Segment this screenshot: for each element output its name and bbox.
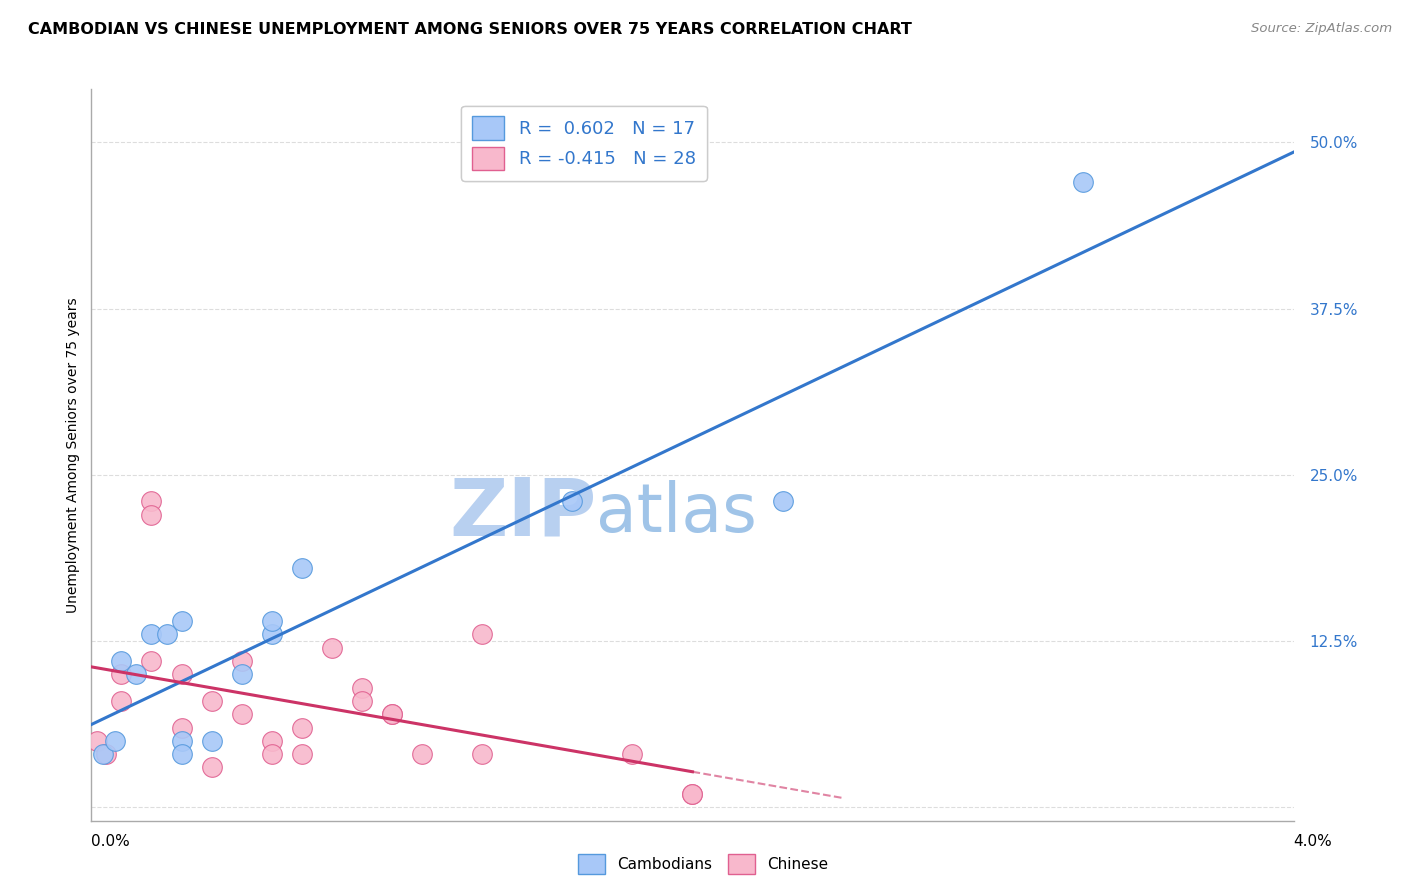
Point	[621, 747, 644, 761]
Point	[93, 747, 115, 761]
Legend: Cambodians, Chinese: Cambodians, Chinese	[571, 848, 835, 880]
Point	[411, 747, 433, 761]
Legend: R =  0.602   N = 17, R = -0.415   N = 28: R = 0.602 N = 17, R = -0.415 N = 28	[461, 105, 707, 181]
Point	[96, 747, 118, 761]
Point	[260, 734, 283, 748]
Point	[231, 654, 253, 668]
Point	[231, 707, 253, 722]
Point	[231, 667, 253, 681]
Point	[170, 721, 193, 735]
Point	[170, 747, 193, 761]
Point	[561, 494, 583, 508]
Point	[141, 627, 163, 641]
Point	[381, 707, 404, 722]
Point	[201, 760, 224, 774]
Point	[141, 494, 163, 508]
Point	[381, 707, 404, 722]
Point	[260, 614, 283, 628]
Point	[681, 787, 703, 801]
Point	[110, 654, 132, 668]
Point	[681, 787, 703, 801]
Point	[110, 694, 132, 708]
Point	[291, 721, 314, 735]
Point	[170, 614, 193, 628]
Text: 4.0%: 4.0%	[1294, 834, 1333, 849]
Point	[125, 667, 148, 681]
Point	[471, 747, 494, 761]
Text: Source: ZipAtlas.com: Source: ZipAtlas.com	[1251, 22, 1392, 36]
Point	[772, 494, 794, 508]
Text: 0.0%: 0.0%	[91, 834, 131, 849]
Point	[110, 667, 132, 681]
Point	[1071, 175, 1094, 189]
Text: CAMBODIAN VS CHINESE UNEMPLOYMENT AMONG SENIORS OVER 75 YEARS CORRELATION CHART: CAMBODIAN VS CHINESE UNEMPLOYMENT AMONG …	[28, 22, 912, 37]
Point	[141, 508, 163, 522]
Point	[471, 627, 494, 641]
Point	[260, 627, 283, 641]
Point	[141, 654, 163, 668]
Point	[350, 694, 373, 708]
Text: ZIP: ZIP	[449, 475, 596, 552]
Point	[350, 681, 373, 695]
Point	[321, 640, 343, 655]
Point	[104, 734, 127, 748]
Point	[170, 667, 193, 681]
Y-axis label: Unemployment Among Seniors over 75 years: Unemployment Among Seniors over 75 years	[66, 297, 80, 613]
Text: atlas: atlas	[596, 481, 758, 547]
Point	[260, 747, 283, 761]
Point	[155, 627, 177, 641]
Point	[201, 734, 224, 748]
Point	[86, 734, 108, 748]
Point	[201, 694, 224, 708]
Point	[291, 747, 314, 761]
Point	[291, 561, 314, 575]
Point	[170, 734, 193, 748]
